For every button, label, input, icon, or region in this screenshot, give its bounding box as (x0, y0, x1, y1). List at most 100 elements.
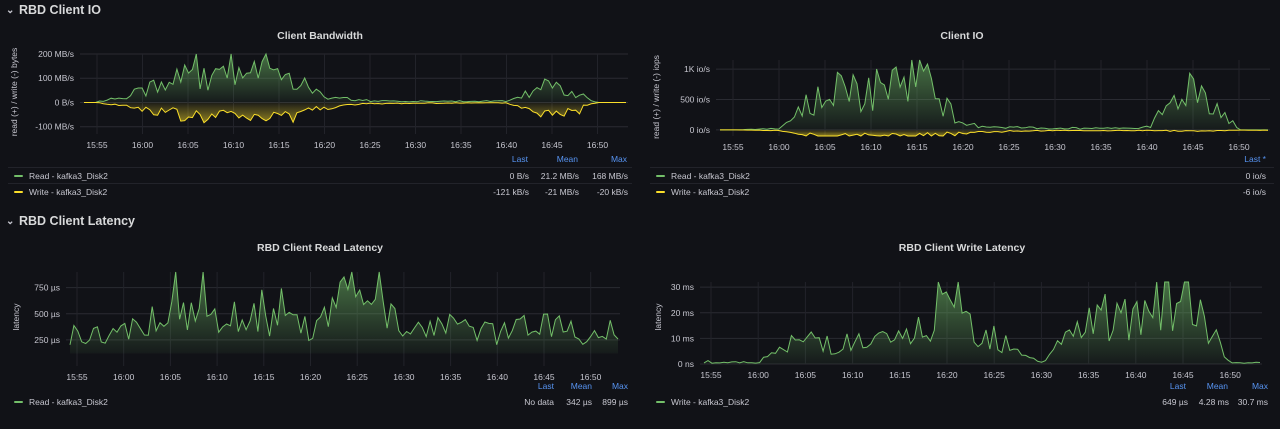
legend-header-last[interactable]: Last (537, 381, 554, 391)
x-tick-label: 16:15 (906, 142, 928, 152)
series-area (720, 129, 1268, 136)
x-tick-label: 16:35 (440, 372, 462, 382)
panel-write-latency[interactable]: RBD Client Write Latency latency 30 ms 20… (650, 242, 1274, 414)
y-tick-label: 200 MB/s (38, 49, 74, 59)
y-tick-label: 0 B/s (55, 97, 74, 107)
legend-max-value: 30.7 ms (1237, 396, 1268, 407)
x-tick-label: 15:55 (86, 140, 108, 150)
x-tick-label: 16:10 (860, 142, 882, 152)
x-tick-label: 16:00 (113, 372, 135, 382)
row-rbd-client-latency[interactable]: ⌄ RBD Client Latency (6, 214, 135, 228)
x-tick-label: 15:55 (66, 372, 88, 382)
legend-item-read[interactable]: Read - kafka3_Disk2 No data 342 µs 899 µ… (8, 394, 632, 409)
chevron-down-icon: ⌄ (6, 4, 15, 16)
panel-client-bandwidth[interactable]: Client Bandwidth read (+) / write (-) by… (8, 30, 632, 200)
y-tick-label: 0 io/s (690, 125, 710, 135)
row-title: RBD Client IO (19, 3, 101, 17)
x-tick-label: 16:25 (998, 142, 1020, 152)
x-tick-label: 16:05 (795, 370, 817, 380)
y-tick-label: 500 io/s (680, 95, 710, 105)
y-tick-label: 20 ms (671, 308, 694, 318)
chart-client-io: 1K io/s 500 io/s 0 io/s 15:55 16:00 16:05 16:1… (680, 59, 1270, 152)
x-tick-label: 16:30 (1031, 370, 1053, 380)
legend-series-name: Write - kafka3_Disk2 (671, 396, 750, 407)
x-tick-label: 15:55 (722, 142, 744, 152)
series-color-swatch (656, 174, 665, 177)
x-tick-label: 16:35 (1078, 370, 1100, 380)
y-tick-label: 500 µs (34, 309, 60, 319)
series-area (704, 282, 1260, 364)
legend-item-write[interactable]: Write - kafka3_Disk2 649 µs 4.28 ms 30.7… (650, 394, 1274, 409)
x-tick-label: 16:25 (984, 370, 1006, 380)
x-tick-label: 16:40 (1125, 370, 1147, 380)
panel-title: Client Bandwidth (277, 30, 363, 42)
legend-header-max[interactable]: Max (610, 154, 627, 164)
series-line (84, 102, 626, 124)
legend-series-name: Read - kafka3_Disk2 (671, 170, 750, 181)
x-tick-label: 16:50 (1220, 370, 1242, 380)
y-tick-label: 1K io/s (684, 64, 710, 74)
x-tick-label: 16:05 (177, 140, 199, 150)
legend-series-name: Write - kafka3_Disk2 (29, 186, 108, 197)
series-color-swatch (656, 190, 665, 193)
legend-item-write[interactable]: Write - kafka3_Disk2 -6 io/s (650, 183, 1274, 199)
y-tick-label: 10 ms (671, 333, 694, 343)
x-tick-label: 16:10 (842, 370, 864, 380)
series-area (720, 60, 1268, 130)
legend-item-write[interactable]: Write - kafka3_Disk2 -121 kB/s -21 MB/s … (8, 183, 632, 199)
chart-read-latency: 750 µs 500 µs 250 µs 15:55 16:00 16:05 16:10 16… (34, 271, 620, 382)
y-tick-label: -100 MB/s (35, 122, 74, 132)
panel-title: RBD Client Read Latency (256, 242, 384, 254)
series-line (720, 59, 1268, 131)
panel-client-io[interactable]: Client IO read (+) / write (-) iops 1K i… (650, 30, 1274, 200)
chart-client-bandwidth: 200 MB/s 100 MB/s 0 B/s -100 MB/s 15:55 16:00… (35, 49, 628, 150)
x-tick-label: 16:00 (132, 140, 154, 150)
legend-header-last[interactable]: Last (1169, 381, 1186, 391)
legend-max-value: 899 µs (602, 396, 628, 407)
legend-mean-value: 4.28 ms (1198, 396, 1229, 407)
x-tick-label: 16:45 (1182, 142, 1204, 152)
legend-header-mean[interactable]: Mean (570, 381, 592, 391)
panel-read-latency[interactable]: RBD Client Read Latency latency 750 µs 50… (8, 242, 632, 414)
x-tick-label: 16:40 (1136, 142, 1158, 152)
y-tick-label: 0 ns (678, 359, 694, 369)
legend-item-read[interactable]: Read - kafka3_Disk2 0 io/s (650, 167, 1274, 183)
x-tick-label: 16:20 (314, 140, 336, 150)
x-tick-label: 16:10 (223, 140, 245, 150)
legend-max-value: -20 kB/s (596, 186, 628, 197)
legend-last-value: 649 µs (1162, 396, 1188, 407)
legend-max-value: 168 MB/s (592, 170, 628, 181)
x-tick-label: 16:35 (450, 140, 472, 150)
legend-header-last[interactable]: Last (511, 154, 528, 164)
legend-last-value: 0 io/s (1245, 170, 1266, 181)
legend-series-name: Write - kafka3_Disk2 (671, 186, 750, 197)
legend-mean-value: -21 MB/s (544, 186, 579, 197)
row-title: RBD Client Latency (19, 214, 135, 228)
x-tick-label: 16:15 (889, 370, 911, 380)
legend-header-mean[interactable]: Mean (1206, 381, 1228, 391)
row-rbd-client-io[interactable]: ⌄ RBD Client IO (6, 3, 101, 17)
x-tick-label: 16:30 (405, 140, 427, 150)
legend-last-value: -6 io/s (1242, 186, 1266, 197)
panel-title: RBD Client Write Latency (898, 242, 1026, 254)
legend-series-name: Read - kafka3_Disk2 (29, 170, 108, 181)
x-tick-label: 16:30 (393, 372, 415, 382)
legend-item-read[interactable]: Read - kafka3_Disk2 0 B/s 21.2 MB/s 168 … (8, 167, 632, 183)
legend-last-value: 0 B/s (509, 170, 529, 181)
x-tick-label: 16:25 (347, 372, 369, 382)
legend-header-max[interactable]: Max (1251, 381, 1268, 391)
x-tick-label: 16:10 (206, 372, 228, 382)
series-area (84, 54, 626, 103)
x-tick-label: 16:45 (1172, 370, 1194, 380)
y-tick-label: 30 ms (671, 282, 694, 292)
x-tick-label: 16:00 (748, 370, 770, 380)
x-tick-label: 16:40 (496, 140, 518, 150)
legend-mean-value: 342 µs (566, 396, 592, 407)
y-tick-label: 250 µs (34, 335, 60, 345)
series-color-swatch (14, 190, 23, 193)
legend-header-mean[interactable]: Mean (556, 154, 578, 164)
legend-last-value: -121 kB/s (493, 186, 529, 197)
x-tick-label: 16:45 (533, 372, 555, 382)
legend-header-max[interactable]: Max (611, 381, 628, 391)
legend-header-last[interactable]: Last * (1244, 154, 1266, 164)
